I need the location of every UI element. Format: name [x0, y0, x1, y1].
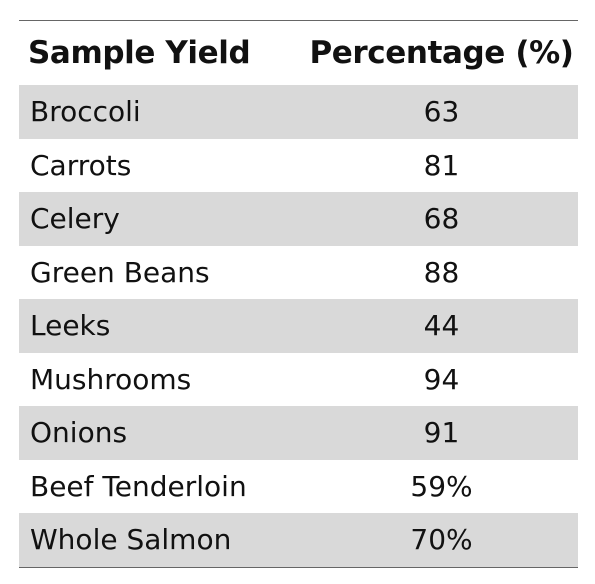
row-sample-name: Celery — [19, 192, 281, 246]
header-percentage: Percentage (%) — [309, 35, 574, 71]
header-sample-yield: Sample Yield — [28, 35, 251, 71]
table-row: Onions 91 — [19, 406, 578, 460]
row-percentage-value: 91 — [281, 406, 578, 460]
table-row: Broccoli 63 — [19, 85, 578, 139]
table-top-rule — [19, 20, 578, 21]
row-sample-name: Onions — [19, 406, 281, 460]
row-sample-name: Beef Tenderloin — [30, 469, 247, 503]
table-row: Beef Tenderloin 59% — [19, 460, 578, 514]
table-row: Leeks 44 — [19, 299, 578, 353]
row-percentage-value: 88 — [423, 255, 460, 289]
row-percentage-value: 70% — [281, 513, 578, 567]
row-percentage-value: 59% — [410, 469, 473, 503]
row-sample-name: Broccoli — [19, 85, 281, 139]
row-sample-name: Whole Salmon — [19, 513, 281, 567]
row-percentage-value: 81 — [423, 148, 460, 182]
table-row: Green Beans 88 — [19, 246, 578, 300]
row-sample-name: Leeks — [19, 299, 281, 353]
table-row: Celery 68 — [19, 192, 578, 246]
table-row: Mushrooms 94 — [19, 353, 578, 407]
table-bottom-rule — [19, 566, 578, 568]
row-sample-name: Green Beans — [30, 255, 210, 289]
row-percentage-value: 68 — [281, 192, 578, 246]
table-header-row: Sample Yield Percentage (%) — [19, 21, 578, 85]
yield-table: Sample Yield Percentage (%) Broccoli 63 … — [19, 20, 578, 568]
table-row: Whole Salmon 70% — [19, 513, 578, 567]
row-percentage-value: 63 — [281, 85, 578, 139]
row-percentage-value: 94 — [423, 362, 460, 396]
row-percentage-value: 44 — [281, 299, 578, 353]
row-sample-name: Mushrooms — [30, 362, 192, 396]
table-row: Carrots 81 — [19, 139, 578, 193]
row-sample-name: Carrots — [30, 148, 132, 182]
